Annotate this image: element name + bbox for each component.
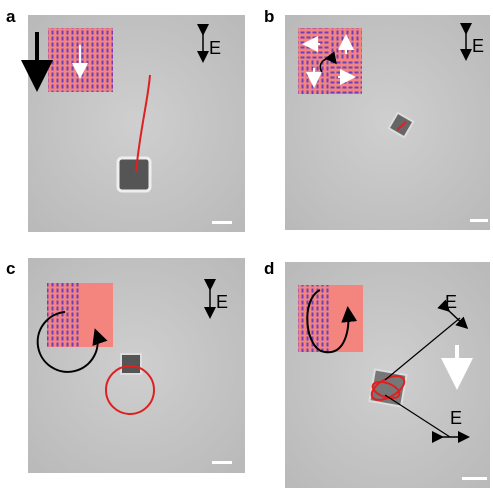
figure: a E b E c E: [0, 0, 493, 490]
panel-d: d E E: [264, 259, 490, 488]
panel-label: b: [264, 7, 274, 26]
field-label: E: [445, 292, 457, 312]
panel-c: c E: [6, 258, 245, 473]
field-label: E: [472, 36, 484, 56]
panel-a: a E: [6, 7, 245, 232]
panel-label: d: [264, 259, 274, 278]
field-label: E: [209, 38, 221, 58]
field-label: E: [450, 408, 462, 428]
panel-b: b E: [264, 7, 490, 230]
panel-label: c: [6, 259, 15, 278]
panel-label: a: [6, 7, 16, 26]
field-label: E: [216, 292, 228, 312]
